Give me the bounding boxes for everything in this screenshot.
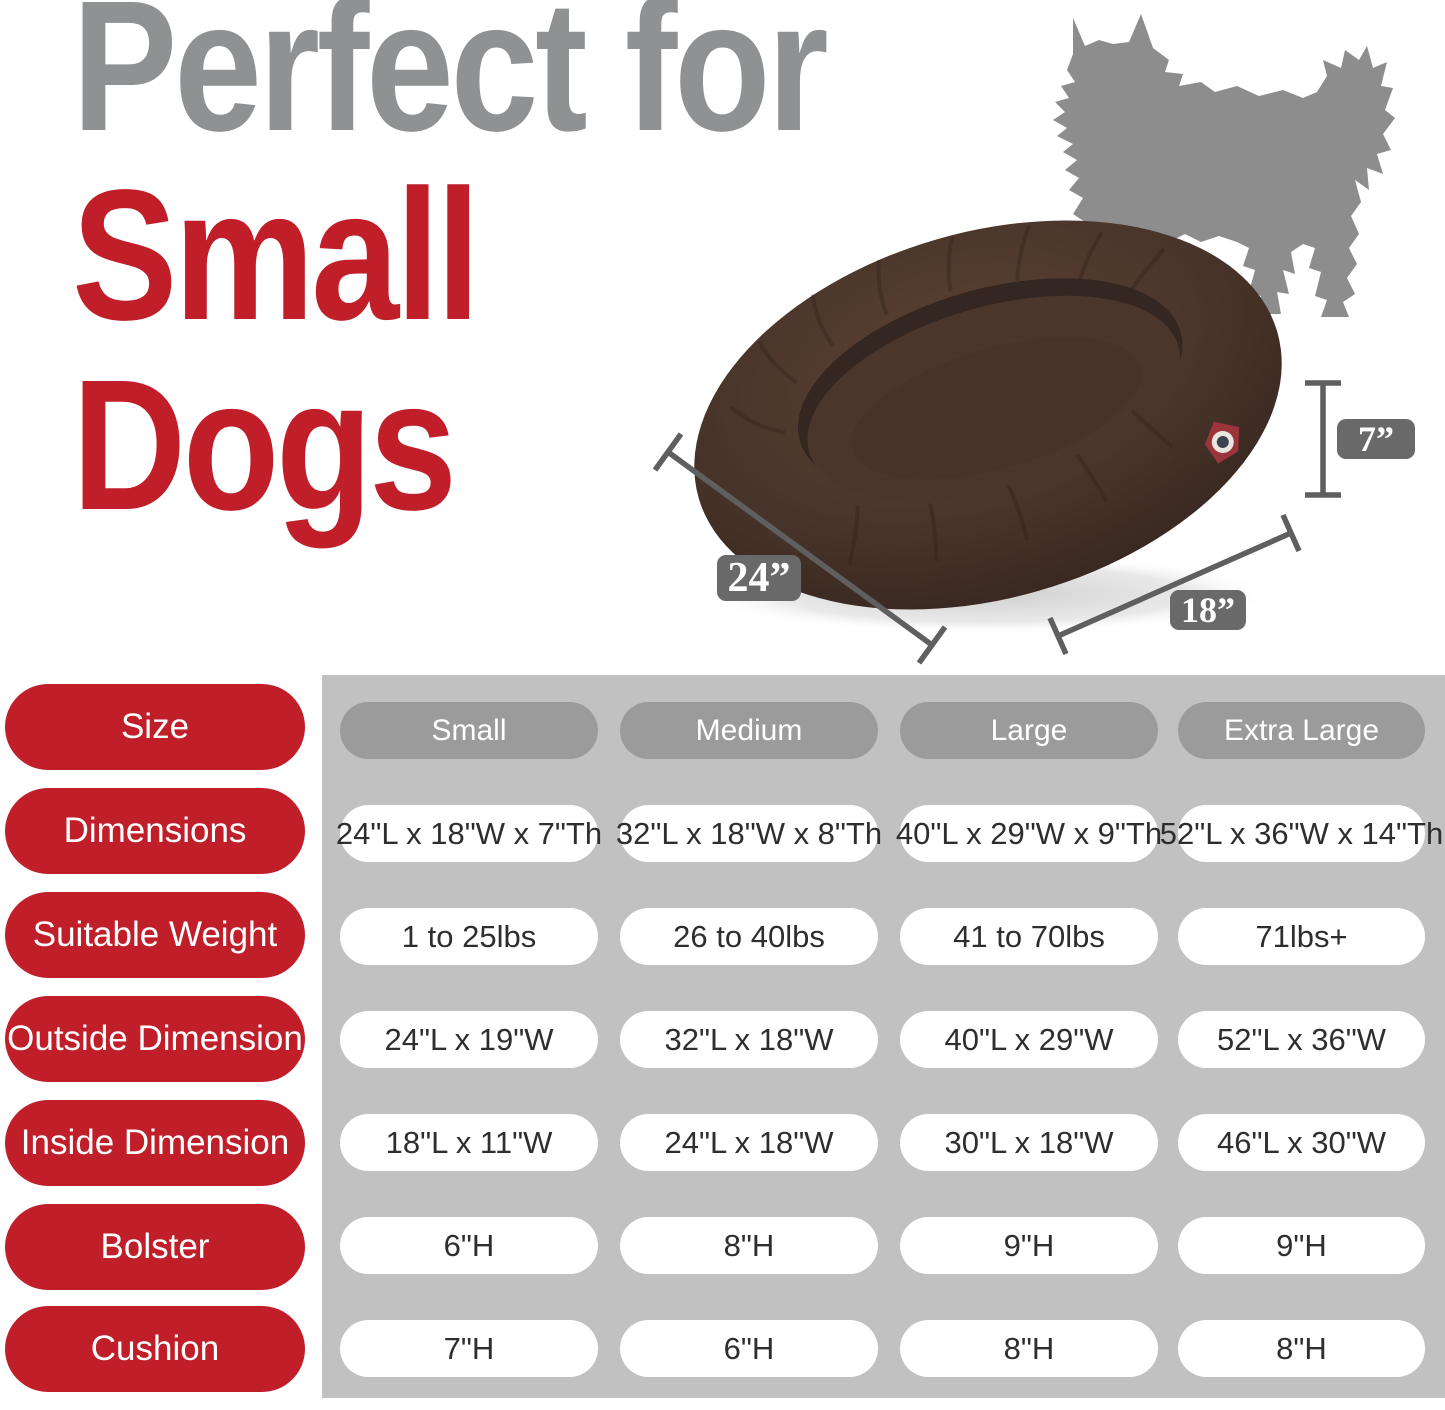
row-header-suitable-weight: Suitable Weight: [5, 892, 305, 978]
cell-bolster-small: 6"H: [340, 1217, 598, 1274]
height-badge: 7”: [1337, 419, 1415, 459]
cell-outside-medium: 32"L x 18"W: [620, 1011, 878, 1068]
cell-weight-small: 1 to 25lbs: [340, 908, 598, 965]
col-header-extra-large: Extra Large: [1178, 702, 1425, 759]
length-measure-line: [652, 432, 948, 665]
headline-red-line2: Dogs: [72, 342, 457, 549]
row-header-outside-dimension: Outside Dimension: [5, 996, 305, 1082]
cell-cushion-small: 7"H: [340, 1320, 598, 1377]
row-header-bolster: Bolster: [5, 1204, 305, 1290]
cell-cushion-extra-large: 8"H: [1178, 1320, 1425, 1377]
cell-outside-small: 24"L x 19"W: [340, 1011, 598, 1068]
cell-dimensions-small: 24"L x 18"W x 7"Th: [336, 805, 602, 862]
bed-pleats: [729, 224, 1174, 566]
width-measure-line: [1047, 513, 1302, 656]
brand-badge-icon: [1204, 421, 1240, 464]
row-header-cushion: Cushion: [5, 1306, 305, 1392]
width-badge: 18”: [1170, 590, 1246, 630]
cell-bolster-medium: 8"H: [620, 1217, 878, 1274]
cell-dimensions-large: 40"L x 29"W x 9"Th: [896, 805, 1162, 862]
length-badge: 24”: [717, 555, 801, 601]
cell-inside-extra-large: 46"L x 30"W: [1178, 1114, 1425, 1171]
cell-weight-medium: 26 to 40lbs: [620, 908, 878, 965]
cell-inside-medium: 24"L x 18"W: [620, 1114, 878, 1171]
col-header-medium: Medium: [620, 702, 878, 759]
dog-bed-image: [694, 220, 1282, 634]
headline-gray: Perfect for: [72, 0, 829, 170]
row-header-dimensions: Dimensions: [5, 788, 305, 874]
cell-outside-large: 40"L x 29"W: [900, 1011, 1158, 1068]
cell-dimensions-medium: 32"L x 18"W x 8"Th: [616, 805, 882, 862]
cell-cushion-medium: 6"H: [620, 1320, 878, 1377]
row-header-size: Size: [5, 684, 305, 770]
cell-weight-large: 41 to 70lbs: [900, 908, 1158, 965]
cell-bolster-large: 9"H: [900, 1217, 1158, 1274]
height-measure-line: [1305, 380, 1341, 498]
bed-cushion-shade: [851, 337, 1142, 480]
cell-inside-small: 18"L x 11"W: [340, 1114, 598, 1171]
cell-dimensions-extra-large: 52"L x 36"W x 14"Th: [1160, 805, 1443, 862]
cell-cushion-large: 8"H: [900, 1320, 1158, 1377]
cell-weight-extra-large: 71lbs+: [1178, 908, 1425, 965]
cell-outside-extra-large: 52"L x 36"W: [1178, 1011, 1425, 1068]
col-header-large: Large: [900, 702, 1158, 759]
col-header-small: Small: [340, 702, 598, 759]
cell-bolster-extra-large: 9"H: [1178, 1217, 1425, 1274]
cell-inside-large: 30"L x 18"W: [900, 1114, 1158, 1171]
headline-red-line1: Small: [72, 152, 480, 359]
row-header-inside-dimension: Inside Dimension: [5, 1100, 305, 1186]
